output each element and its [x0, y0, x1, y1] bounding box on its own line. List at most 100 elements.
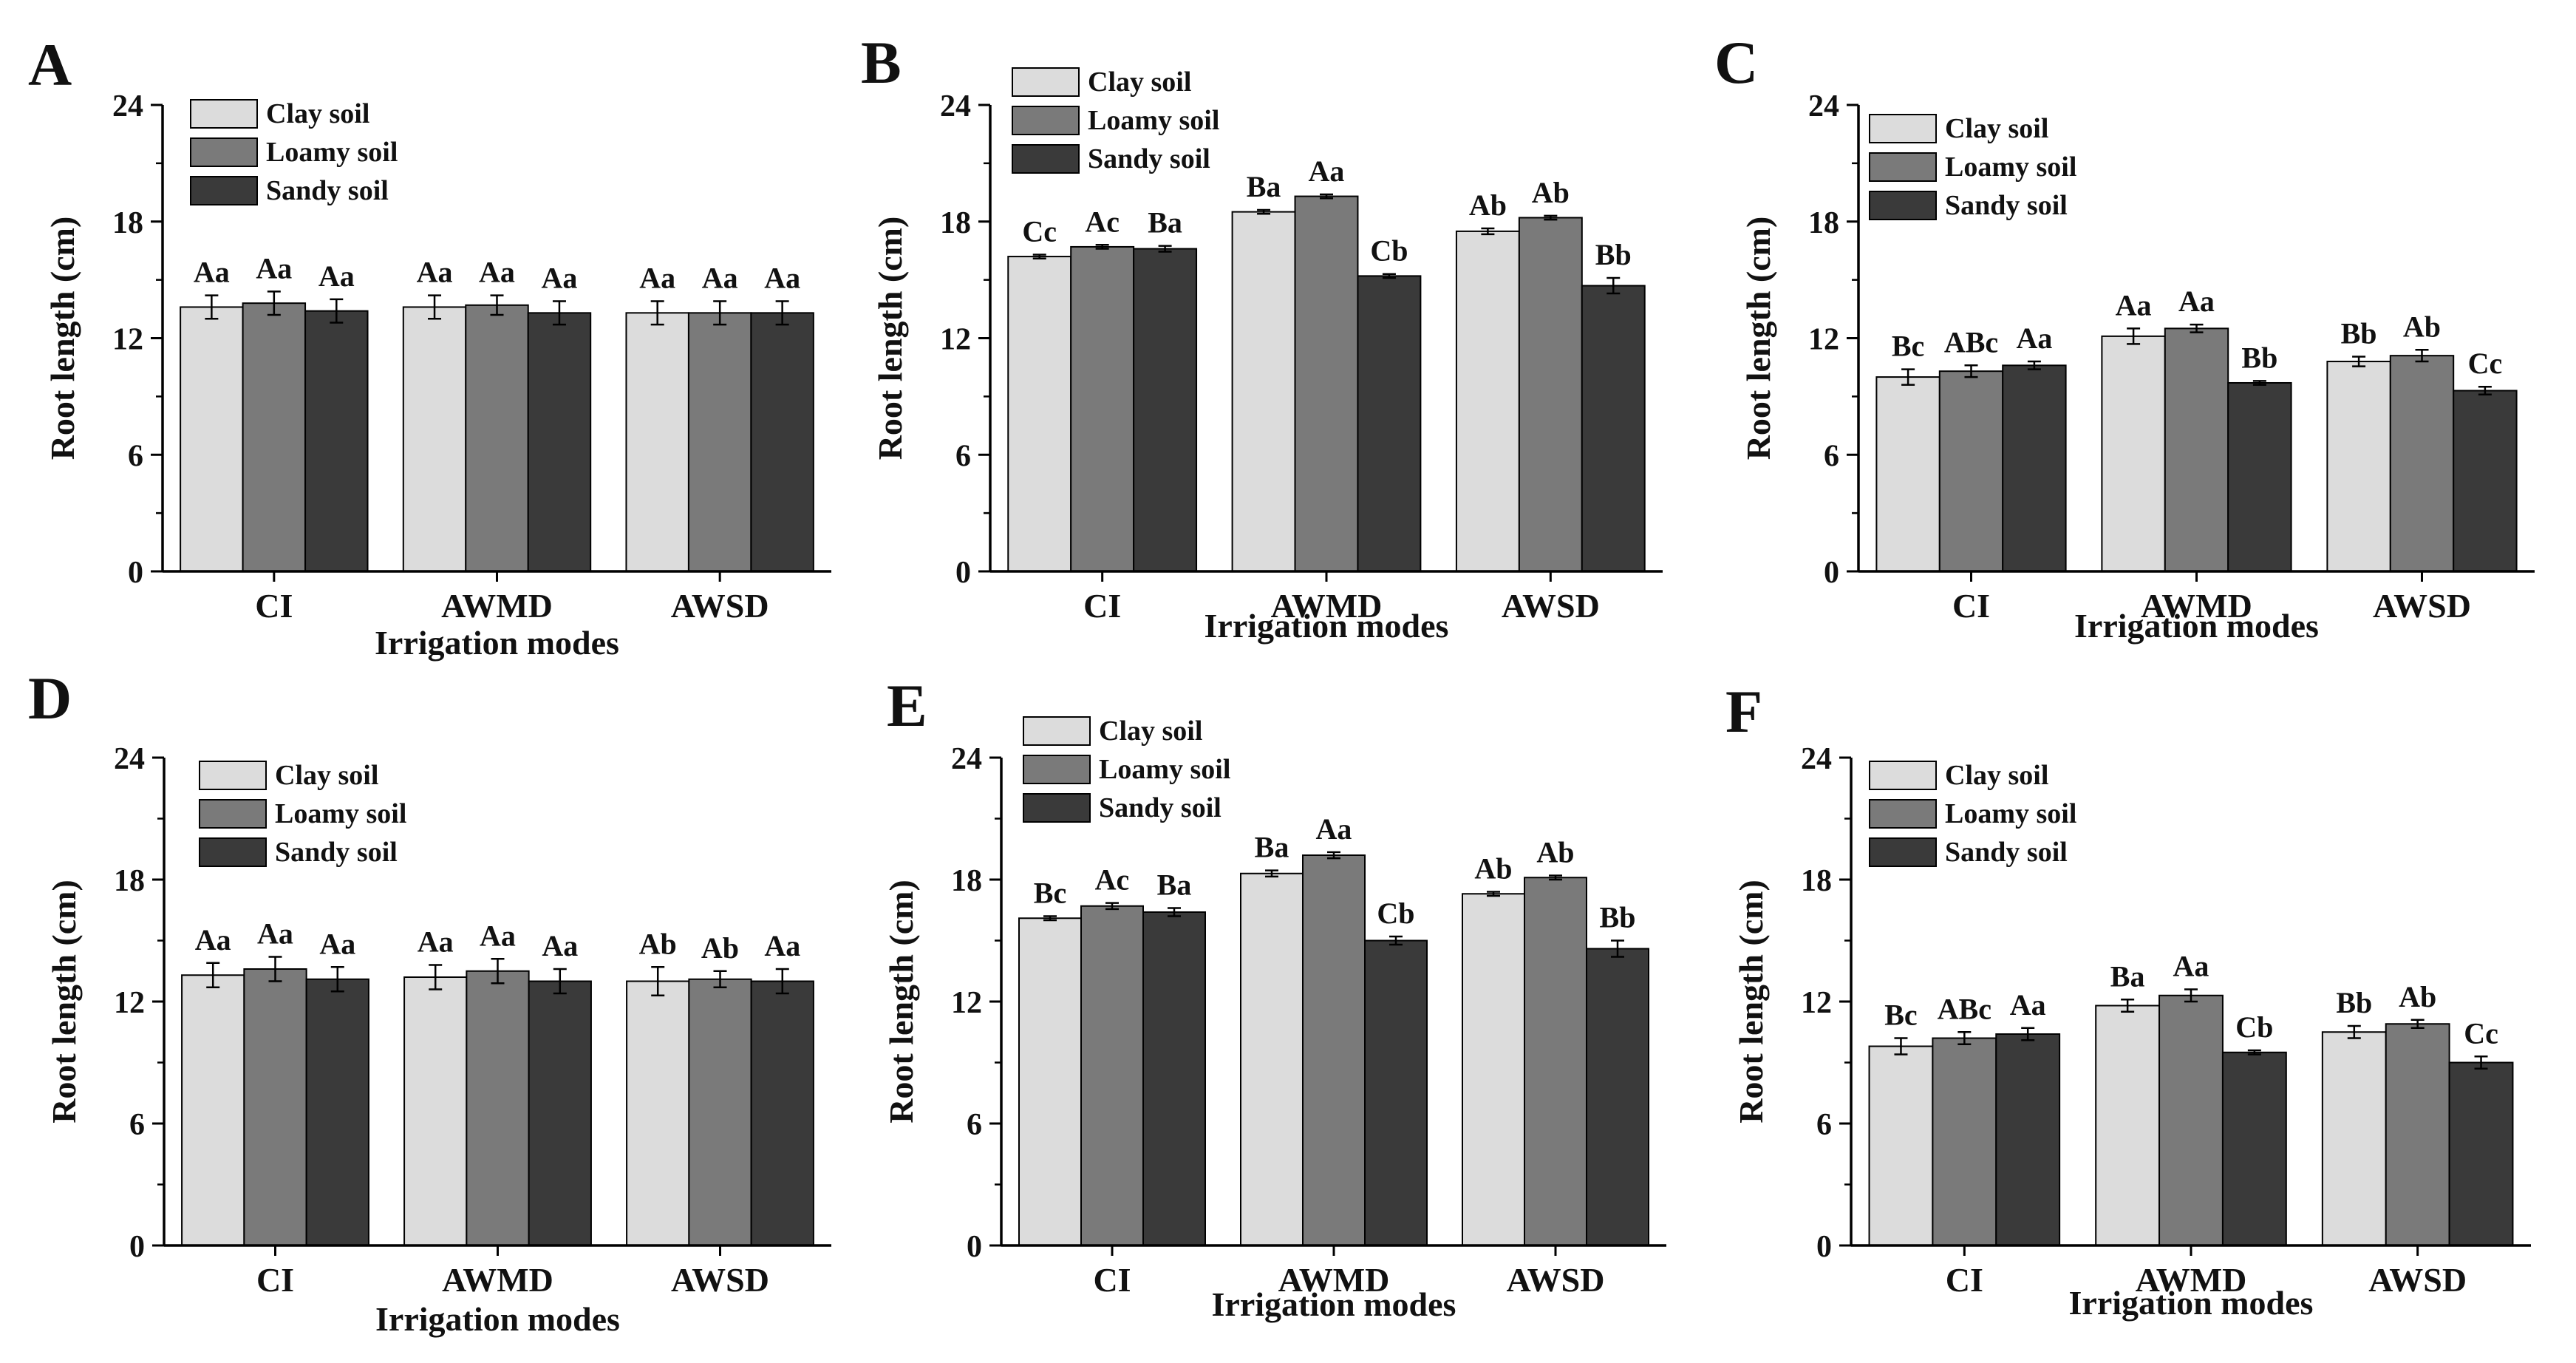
- significance-label: Ba: [1255, 831, 1289, 864]
- x-tick-label: AWMD: [441, 587, 553, 625]
- x-tick-label: AWSD: [2368, 1261, 2467, 1299]
- y-tick-label: 18: [951, 864, 982, 898]
- significance-label: Ba: [1247, 170, 1281, 203]
- bar: [625, 312, 689, 572]
- x-tick-label: AWMD: [2141, 587, 2252, 625]
- bar: [466, 970, 530, 1246]
- significance-label: Aa: [1316, 812, 1352, 846]
- chart-panel-c: C Bc Aa Bb ABc Aa Ab Aa Bb Cc 0 6 12 18 24 CI AWMD AWSD Ir…: [1714, 29, 2535, 645]
- legend-swatch: [190, 99, 258, 129]
- bar: [2389, 355, 2455, 572]
- significance-label: Aa: [1309, 154, 1345, 188]
- significance-label: ABc: [1938, 992, 1991, 1025]
- legend-swatch: [1869, 761, 1937, 790]
- bar: [1142, 911, 1206, 1246]
- y-tick-label: 24: [940, 89, 971, 123]
- legend-label: Loamy soil: [266, 137, 398, 168]
- significance-label: Ab: [1536, 836, 1574, 869]
- bar: [1070, 245, 1135, 572]
- y-tick-label: 0: [128, 556, 143, 590]
- bar: [2385, 1023, 2450, 1246]
- significance-label: Bb: [1595, 238, 1632, 271]
- legend-label: Loamy soil: [1945, 798, 2076, 829]
- significance-label: Ab: [1474, 852, 1512, 886]
- bar: [2453, 390, 2518, 572]
- y-axis-title: Root length (cm): [1732, 880, 1770, 1124]
- x-tick-label: CI: [255, 587, 293, 625]
- legend-swatch: [1023, 716, 1091, 746]
- significance-label: Ba: [1157, 869, 1192, 902]
- x-tick-label: AWSD: [2373, 587, 2471, 625]
- y-tick-label: 18: [114, 864, 145, 898]
- significance-label: Aa: [480, 919, 516, 952]
- y-tick-label: 0: [955, 556, 971, 590]
- panel-label: D: [28, 664, 72, 732]
- y-tick-label: 12: [1801, 986, 1832, 1020]
- legend-label: Sandy soil: [1945, 837, 2068, 868]
- chart-panel-b: B Cc Ba Ab Ac Aa Ab Ba Cb Bb 0 6 12 18 24 CI AWMD AWSD Irr…: [861, 29, 1663, 645]
- significance-label: Aa: [318, 259, 355, 293]
- significance-label: ABc: [1944, 325, 1998, 358]
- legend-swatch: [199, 837, 267, 867]
- x-tick-label: AWMD: [1278, 1261, 1390, 1299]
- significance-label: Aa: [319, 927, 355, 960]
- bar: [2326, 361, 2391, 572]
- significance-label: Bb: [2241, 341, 2277, 374]
- bar: [1357, 275, 1422, 572]
- y-tick-label: 12: [951, 986, 982, 1020]
- bar: [403, 976, 468, 1246]
- significance-label: Bb: [2336, 986, 2372, 1019]
- y-tick-label: 24: [951, 742, 982, 776]
- bar: [2448, 1061, 2514, 1246]
- bar: [1302, 854, 1366, 1246]
- legend-swatch: [1869, 191, 1937, 220]
- bar: [1007, 256, 1072, 572]
- significance-label: Bc: [1884, 999, 1917, 1032]
- significance-label: Aa: [2016, 322, 2052, 355]
- legend-label: Sandy soil: [266, 175, 389, 206]
- legend-swatch: [190, 176, 258, 205]
- bar: [1581, 285, 1646, 572]
- legend-label: Sandy soil: [1945, 190, 2068, 221]
- bar: [243, 968, 307, 1246]
- y-tick-label: 6: [1816, 1108, 1832, 1142]
- significance-label: Aa: [2010, 988, 2046, 1022]
- x-axis-title: Irrigation modes: [375, 1300, 620, 1338]
- y-tick-label: 6: [967, 1108, 982, 1142]
- bar: [2101, 335, 2166, 572]
- significance-label: Aa: [2178, 285, 2215, 318]
- bar: [1364, 939, 1428, 1246]
- significance-label: Aa: [194, 256, 230, 289]
- significance-label: Cb: [1377, 897, 1414, 930]
- bar: [1932, 1037, 1997, 1246]
- bar: [1868, 1045, 1934, 1246]
- legend-label: Sandy soil: [275, 837, 398, 868]
- x-axis-title: Irrigation modes: [1212, 1285, 1456, 1323]
- y-axis-title: Root length (cm): [882, 880, 920, 1124]
- significance-label: Ac: [1095, 863, 1130, 897]
- y-tick-label: 0: [1816, 1230, 1832, 1264]
- bar: [1231, 211, 1296, 572]
- y-axis-title: Root length (cm): [1740, 217, 1777, 460]
- significance-label: Bc: [1034, 877, 1066, 910]
- y-tick-label: 12: [1808, 323, 1839, 357]
- bar: [2095, 1005, 2161, 1246]
- significance-label: Aa: [418, 925, 454, 959]
- legend-swatch: [199, 799, 267, 829]
- significance-label: Aa: [2173, 950, 2209, 983]
- legend-swatch: [1869, 799, 1937, 829]
- legend-label: Loamy soil: [1088, 105, 1219, 136]
- x-tick-label: CI: [256, 1261, 294, 1299]
- y-tick-label: 6: [129, 1108, 145, 1142]
- y-tick-label: 0: [967, 1230, 982, 1264]
- legend-label: Loamy soil: [275, 798, 406, 829]
- significance-label: Cb: [2235, 1010, 2273, 1044]
- legend-swatch: [1012, 67, 1080, 97]
- y-tick-label: 6: [1824, 439, 1839, 473]
- y-tick-label: 24: [1801, 742, 1832, 776]
- significance-label: Ab: [701, 931, 739, 965]
- legend-swatch: [199, 761, 267, 790]
- panel-label: C: [1714, 29, 1758, 96]
- bar: [687, 312, 752, 572]
- legend-swatch: [1012, 144, 1080, 174]
